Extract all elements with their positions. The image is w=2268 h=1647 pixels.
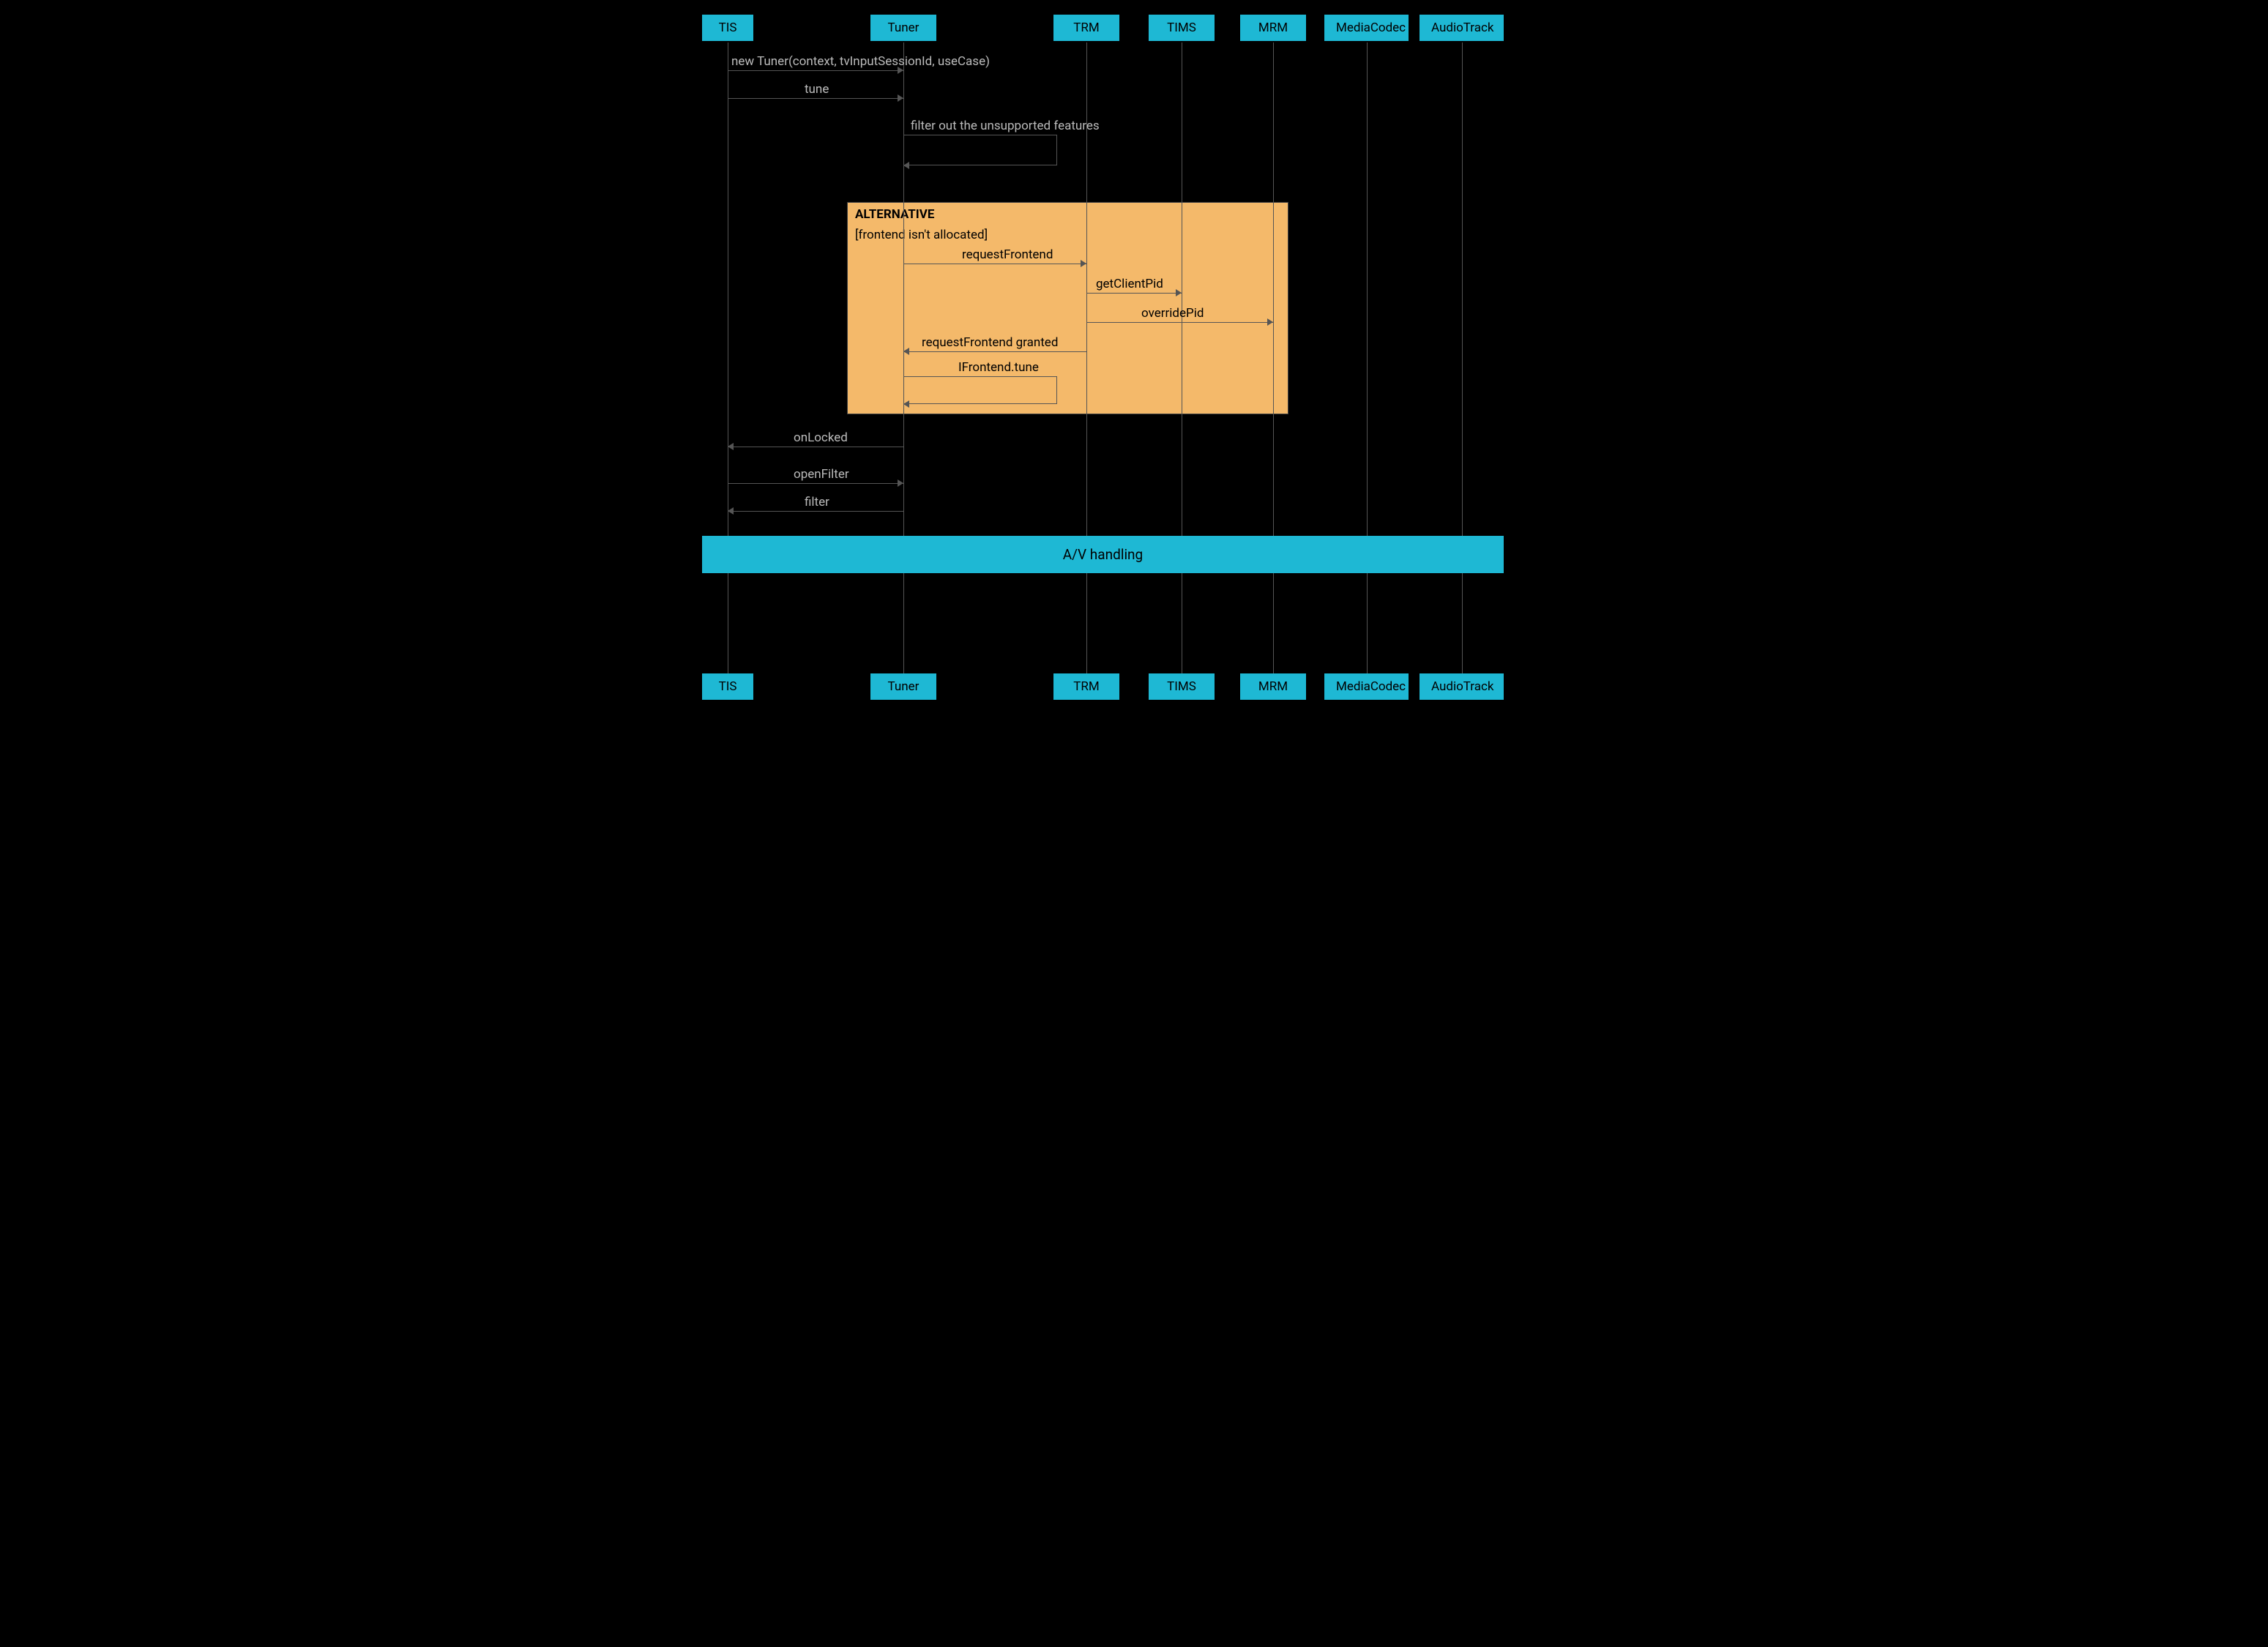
message-label: overridePid bbox=[1141, 306, 1204, 321]
lifeline-mediacodec bbox=[1367, 42, 1368, 673]
arrow-head-right-icon bbox=[898, 479, 903, 487]
participant-tims-top: TIMS bbox=[1149, 15, 1215, 41]
participant-mediacodec-top: MediaCodec bbox=[1324, 15, 1409, 41]
lifeline-audiotrack bbox=[1462, 42, 1463, 673]
arrow-line bbox=[1086, 322, 1273, 323]
participant-tis-top: TIS bbox=[702, 15, 753, 41]
self-call-box bbox=[903, 376, 1057, 404]
participant-mediacodec-bottom: MediaCodec bbox=[1324, 673, 1409, 700]
message-label: openFilter bbox=[794, 467, 849, 482]
participant-mrm-bottom: MRM bbox=[1240, 673, 1306, 700]
arrow-head-right-icon bbox=[1081, 260, 1086, 267]
message-label: tune bbox=[805, 82, 829, 97]
arrow-head-left-icon bbox=[728, 443, 734, 450]
message-label: filter out the unsupported features bbox=[911, 119, 1100, 133]
sequence-diagram: ALTERNATIVE [frontend isn't allocated] new… bbox=[673, 15, 1595, 703]
arrow-line bbox=[903, 351, 1086, 352]
arrow-head-right-icon bbox=[1267, 318, 1273, 326]
lifeline-seg-mrm bbox=[1273, 202, 1274, 414]
message-label: requestFrontend bbox=[962, 247, 1053, 262]
message-label: IFrontend.tune bbox=[958, 360, 1039, 375]
participant-tims-bottom: TIMS bbox=[1149, 673, 1215, 700]
participant-tuner-top: Tuner bbox=[870, 15, 936, 41]
arrow-line bbox=[728, 98, 903, 99]
arrow-line bbox=[728, 483, 903, 484]
participant-tuner-bottom: Tuner bbox=[870, 673, 936, 700]
arrow-line bbox=[728, 511, 903, 512]
participant-audiotrack-top: AudioTrack bbox=[1420, 15, 1504, 41]
note-av-handling: A/V handling bbox=[702, 536, 1504, 573]
arrow-head-left-icon bbox=[903, 348, 909, 355]
arrow-line bbox=[728, 70, 903, 71]
participant-audiotrack-bottom: AudioTrack bbox=[1420, 673, 1504, 700]
arrow-head-left-icon bbox=[728, 507, 734, 515]
message-label: requestFrontend granted bbox=[922, 335, 1058, 350]
message-label: onLocked bbox=[794, 430, 848, 445]
alt-condition: [frontend isn't allocated] bbox=[855, 228, 988, 242]
participant-mrm-top: MRM bbox=[1240, 15, 1306, 41]
message-label: getClientPid bbox=[1096, 277, 1163, 291]
participant-trm-bottom: TRM bbox=[1053, 673, 1119, 700]
message-label: filter bbox=[805, 495, 829, 509]
participant-tis-bottom: TIS bbox=[702, 673, 753, 700]
arrow-head-left-icon bbox=[903, 162, 909, 169]
lifeline-seg-trm bbox=[1086, 202, 1087, 414]
alt-header: ALTERNATIVE bbox=[855, 207, 934, 222]
arrow-head-left-icon bbox=[903, 400, 909, 408]
message-label: new Tuner(context, tvInputSessionId, use… bbox=[731, 54, 990, 69]
arrow-line bbox=[1086, 293, 1182, 294]
arrow-head-right-icon bbox=[898, 94, 903, 102]
self-call-box bbox=[903, 135, 1057, 165]
arrow-head-right-icon bbox=[1176, 289, 1182, 296]
participant-trm-top: TRM bbox=[1053, 15, 1119, 41]
arrow-head-right-icon bbox=[898, 67, 903, 74]
